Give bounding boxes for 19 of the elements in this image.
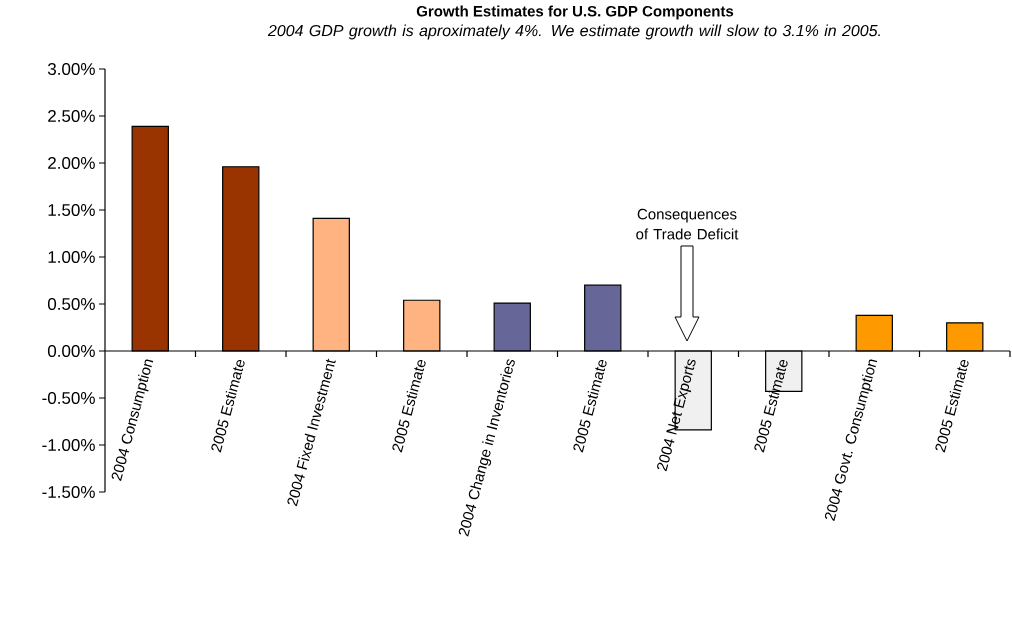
chart-subtitle: 2004 GDP growth is aproximately 4%. We estimate growth will slow to 3.1% in 2005. [267,24,881,40]
x-tick-label: 2005 Estimate [754,359,788,453]
y-tick-label: 1.50% [48,203,95,217]
chart-title: Growth Estimates for U.S. GDP Components [416,5,734,20]
y-tick-label: -1.00% [42,438,95,452]
y-tick-label: 2.50% [48,109,95,123]
y-tick-label: 1.00% [48,250,95,264]
x-tick-label: 2005 Estimate [935,359,969,453]
y-tick-label: 0.50% [47,297,95,311]
annotation: Consequences of Trade Deficit [636,208,739,240]
x-tick-label: 2005 Estimate [573,359,607,453]
y-tick-label: 0.00% [47,344,95,358]
x-tick-label: 2004 Net Exports [657,359,696,472]
y-tick-label: -0.50% [42,391,95,405]
x-tick-label: 2005 Estimate [392,359,426,453]
y-tick-label: -1.50% [42,485,95,499]
y-tick-label: 2.00% [48,156,95,170]
y-tick-label: 3.00% [47,62,95,76]
x-tick-label: 2005 Estimate [211,359,245,453]
